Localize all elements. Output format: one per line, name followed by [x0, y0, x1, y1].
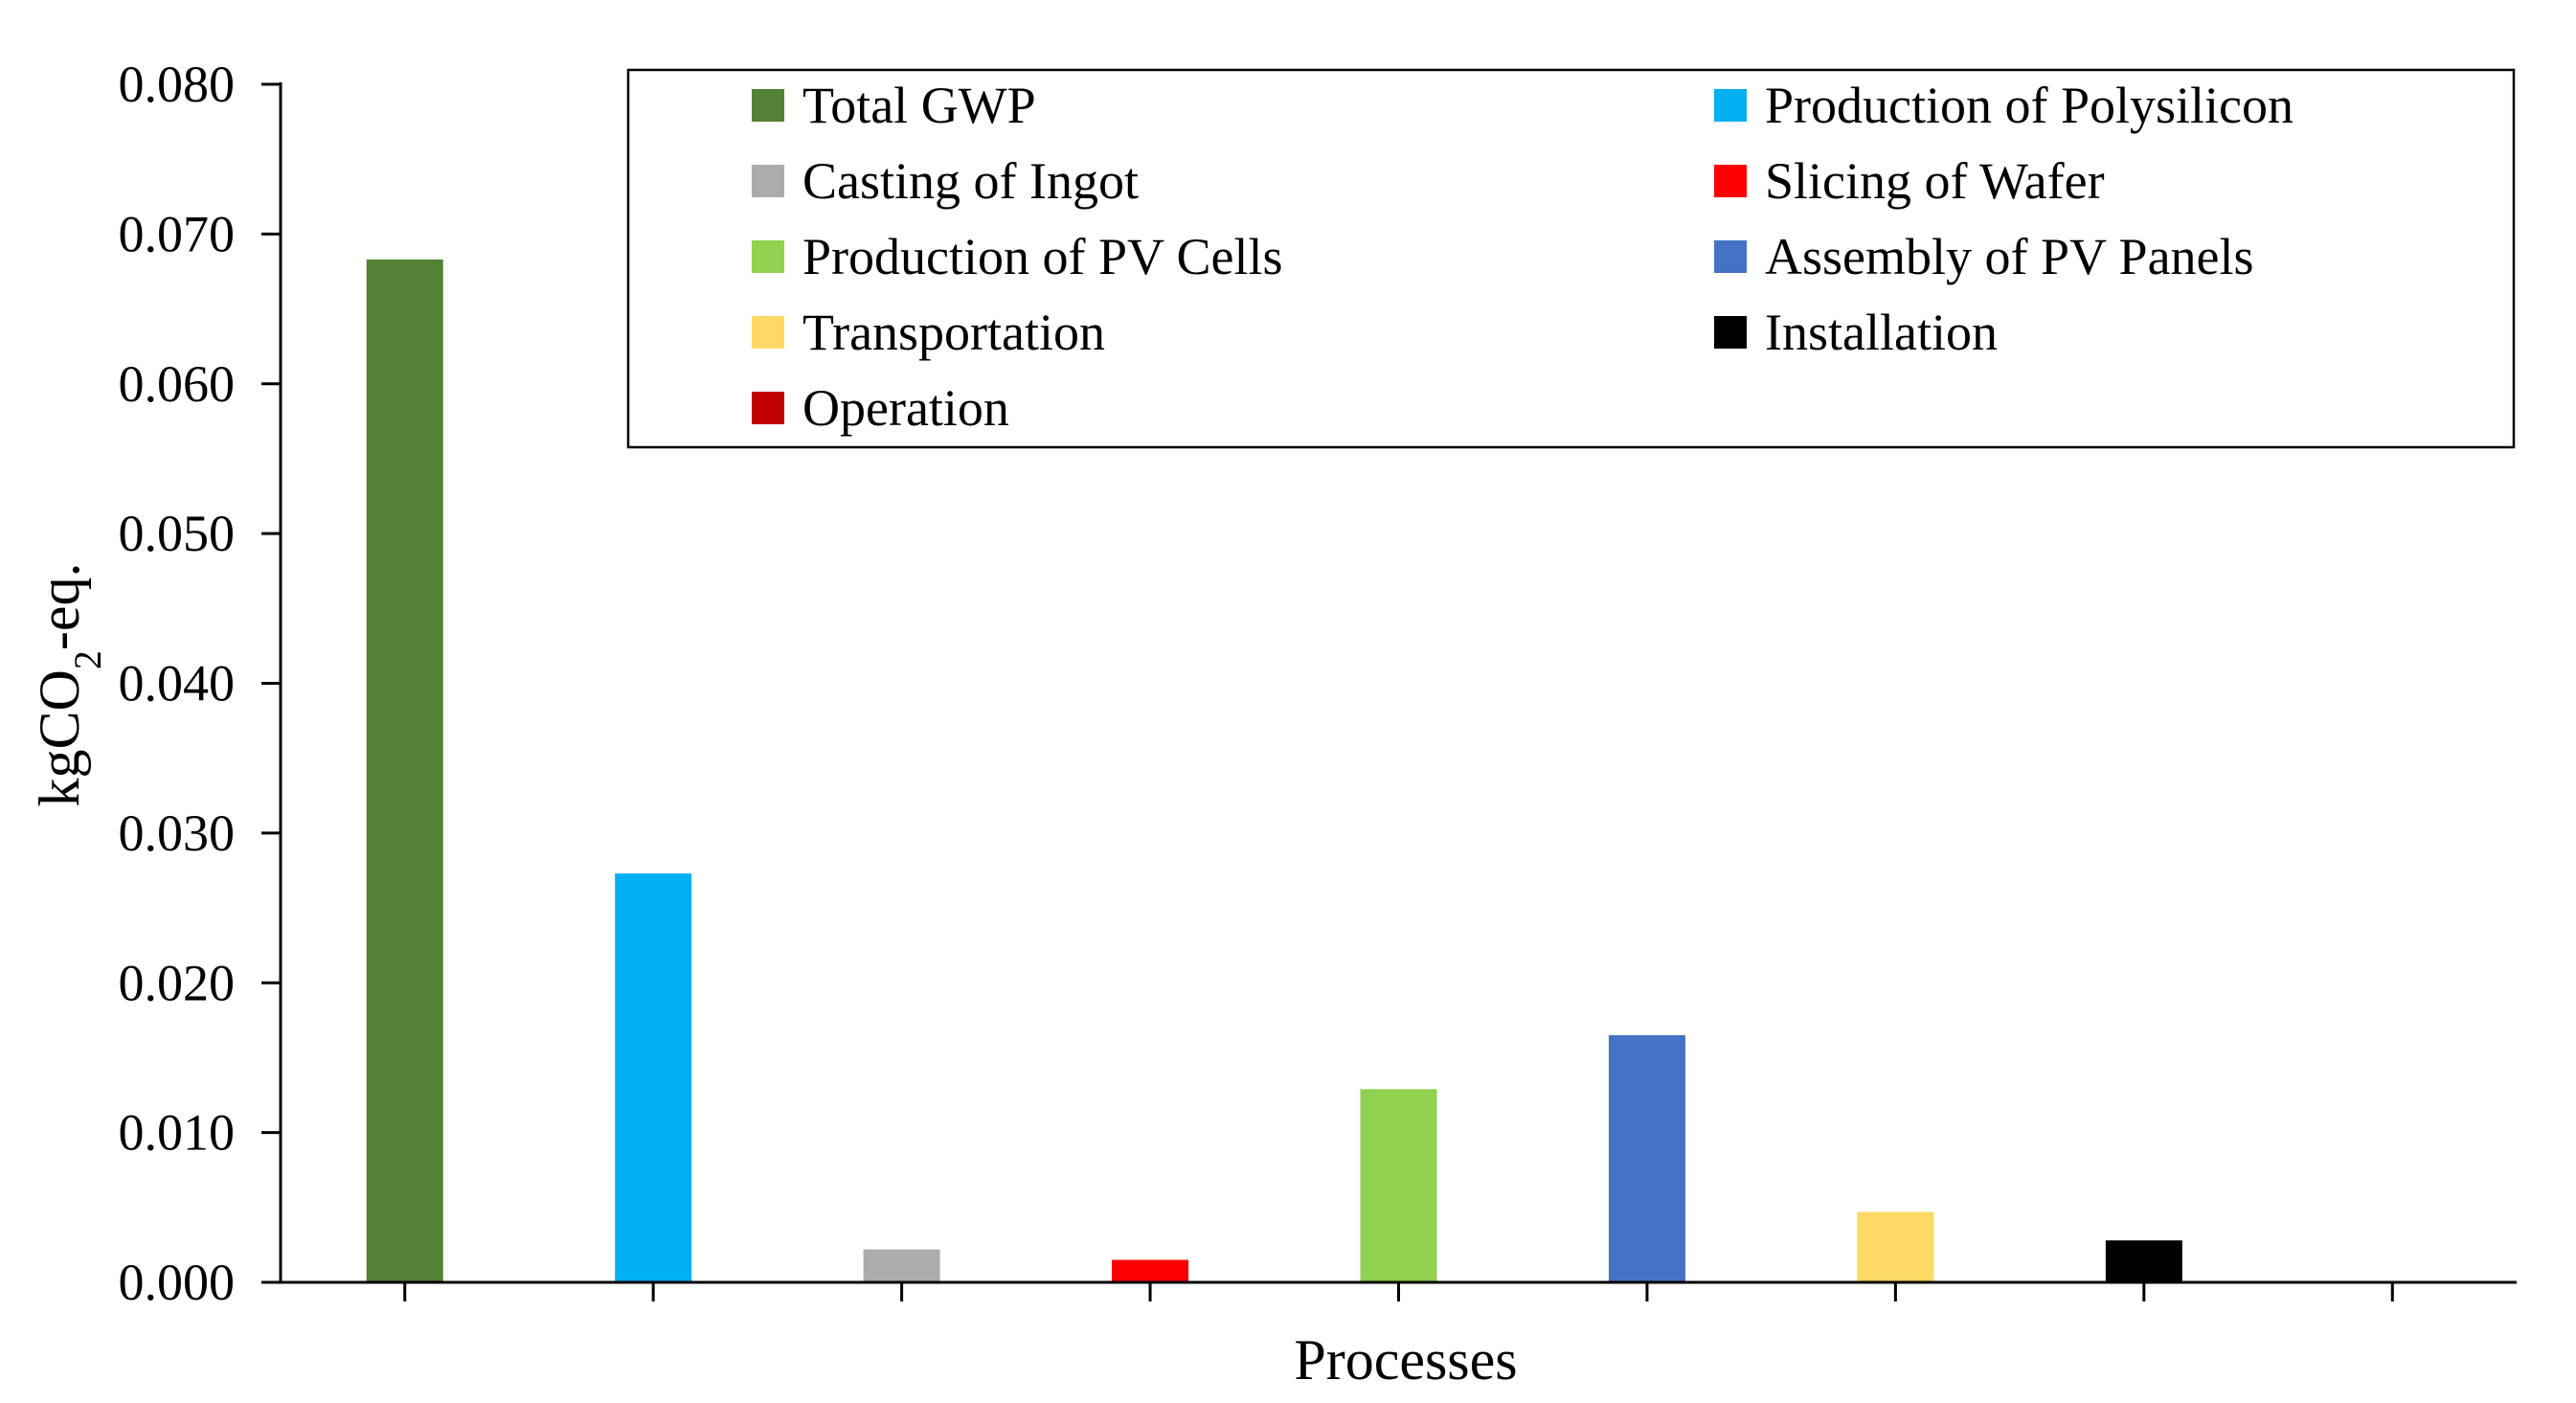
y-axis-ticks: 0.000 0.010 0.020 0.030 0.040 0.050 0.060 0.070…	[119, 56, 281, 1311]
legend-swatch-installation	[1714, 316, 1747, 349]
y-tick-label: 0.080	[119, 56, 236, 113]
bar-production-of-pv-cells	[1360, 1089, 1437, 1282]
y-tick-label: 0.020	[119, 954, 236, 1011]
legend-swatch-operation	[752, 392, 784, 424]
legend-frame	[626, 68, 2516, 449]
y-axis-title-suffix: -eq.	[28, 563, 91, 651]
y-tick-label: 0.030	[119, 804, 236, 862]
bar-slicing-of-wafer	[1112, 1259, 1189, 1282]
x-axis-ticks	[403, 1282, 2394, 1301]
y-axis-title-base: kgCO	[28, 669, 91, 806]
bar-total-gwp	[366, 259, 443, 1282]
bar-casting-of-ingot	[863, 1249, 940, 1282]
legend-swatch-production-of-pv-cells	[752, 240, 784, 273]
legend-swatch-transportation	[752, 316, 784, 349]
bars-group	[366, 259, 2182, 1282]
bar-installation	[2105, 1240, 2182, 1282]
legend-items: Total GWP Production of Polysilicon Castin…	[752, 77, 2294, 437]
legend-label-total-gwp: Total GWP	[802, 77, 1036, 134]
legend-swatch-total-gwp	[752, 89, 784, 122]
y-tick-label: 0.060	[119, 355, 236, 413]
legend-label-production-of-pv-cells: Production of PV Cells	[802, 228, 1283, 285]
legend: Total GWP Production of Polysilicon Castin…	[626, 68, 2516, 449]
legend-swatch-slicing-of-wafer	[1714, 165, 1747, 197]
bar-production-of-polysilicon	[615, 873, 692, 1282]
bar-assembly-of-pv-panels	[1608, 1034, 1685, 1282]
bar-transportation	[1857, 1211, 1934, 1282]
legend-label-slicing-of-wafer: Slicing of Wafer	[1765, 152, 2105, 210]
legend-swatch-assembly-of-pv-panels	[1714, 240, 1747, 273]
legend-swatch-production-of-polysilicon	[1714, 89, 1747, 122]
y-axis-title-subscript: 2	[66, 650, 109, 669]
y-tick-label: 0.050	[119, 505, 236, 562]
y-tick-label: 0.010	[119, 1104, 236, 1162]
legend-label-production-of-polysilicon: Production of Polysilicon	[1765, 77, 2294, 134]
x-axis-title: Processes	[1294, 1328, 1517, 1392]
legend-label-operation: Operation	[802, 379, 1009, 437]
legend-swatch-casting-of-ingot	[752, 165, 784, 197]
legend-label-installation: Installation	[1765, 304, 1998, 361]
legend-label-transportation: Transportation	[802, 304, 1105, 361]
legend-label-assembly-of-pv-panels: Assembly of PV Panels	[1765, 228, 2254, 285]
legend-label-casting-of-ingot: Casting of Ingot	[802, 152, 1139, 210]
y-tick-label: 0.070	[119, 205, 236, 262]
y-tick-label: 0.000	[119, 1254, 236, 1311]
y-tick-label: 0.040	[119, 655, 236, 713]
y-axis-title: kgCO2-eq.	[28, 563, 109, 807]
